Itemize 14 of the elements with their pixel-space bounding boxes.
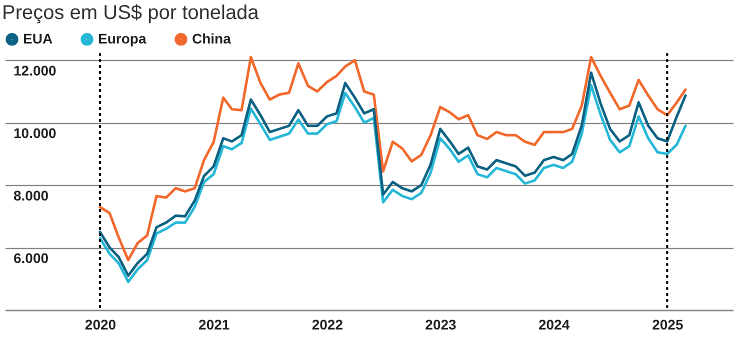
x-tick-label: 2021 [198, 316, 230, 332]
y-tick-label: 12.000 [14, 62, 57, 79]
x-tick-label: 2020 [84, 316, 116, 332]
y-tick-label: 8.000 [14, 188, 49, 204]
chart-title: Preços em US$ por tonelada [2, 1, 260, 26]
legend-label: China [192, 30, 232, 46]
x-tick-label: 2024 [538, 316, 570, 332]
x-tick-label: 2025 [652, 316, 684, 332]
y-tick-label: 10.000 [14, 125, 57, 142]
legend-label: Europa [98, 30, 146, 46]
legend-label: EUA [23, 30, 53, 46]
x-tick-label: 2022 [312, 316, 344, 332]
x-tick-label: 2023 [425, 316, 457, 332]
y-tick-label: 6.000 [14, 250, 49, 266]
